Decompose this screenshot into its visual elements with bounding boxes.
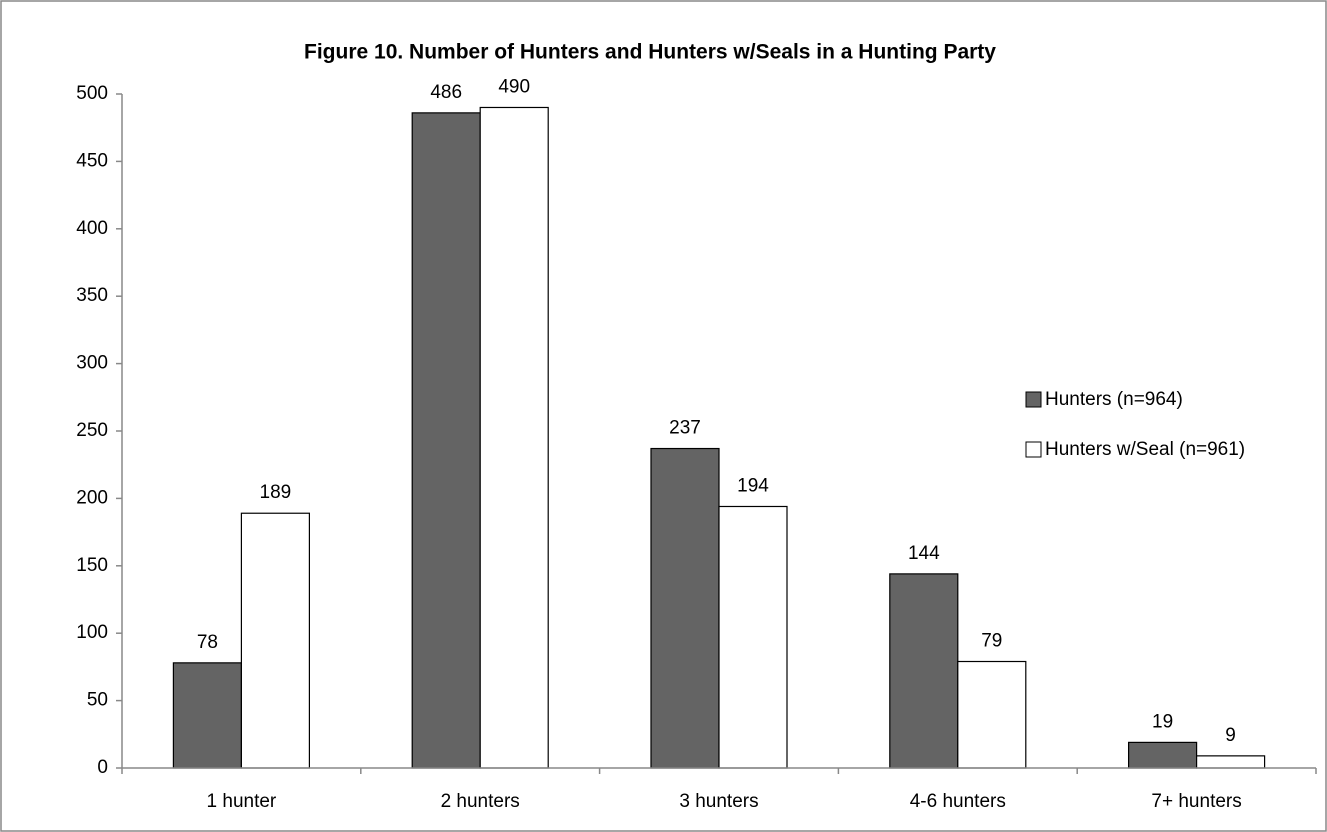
bar — [411, 112, 481, 769]
x-tick-label: 4-6 hunters — [910, 791, 1006, 812]
data-label: 194 — [737, 476, 769, 497]
y-tick-label: 300 — [76, 353, 108, 374]
y-tick-label: 350 — [76, 285, 108, 306]
bar — [172, 662, 242, 769]
y-tick-label: 150 — [76, 555, 108, 576]
bar — [957, 660, 1027, 769]
chart-title: Figure 10. Number of Hunters and Hunters… — [304, 41, 996, 64]
y-tick-label: 250 — [76, 420, 108, 441]
data-label: 486 — [430, 82, 462, 103]
y-tick-label: 50 — [87, 690, 108, 711]
data-label: 189 — [260, 482, 292, 503]
legend-label: Hunters (n=964) — [1045, 389, 1183, 410]
bar — [240, 512, 310, 769]
bar — [1195, 755, 1266, 769]
legend-swatch — [1025, 441, 1042, 458]
legend-swatch — [1025, 391, 1042, 408]
data-label: 144 — [908, 543, 940, 564]
data-label: 78 — [197, 632, 218, 653]
x-tick-label: 3 hunters — [679, 791, 758, 812]
bar — [718, 505, 788, 769]
x-tick-label: 2 hunters — [441, 791, 520, 812]
x-tick-label: 1 hunter — [207, 791, 277, 812]
y-tick-label: 450 — [76, 150, 108, 171]
y-tick-label: 400 — [76, 218, 108, 239]
data-label: 490 — [498, 76, 530, 97]
bar — [1127, 741, 1198, 769]
x-tick-label: 7+ hunters — [1151, 791, 1241, 812]
bar — [479, 106, 549, 769]
data-label: 79 — [981, 631, 1002, 652]
y-tick-label: 200 — [76, 487, 108, 508]
data-label: 237 — [669, 418, 701, 439]
bar — [650, 447, 720, 769]
legend-label: Hunters w/Seal (n=961) — [1045, 439, 1245, 460]
bar — [889, 573, 959, 769]
data-label: 9 — [1225, 725, 1236, 746]
y-tick-label: 100 — [76, 622, 108, 643]
y-tick-label: 0 — [97, 757, 108, 778]
y-tick-label: 500 — [76, 83, 108, 104]
data-label: 19 — [1152, 711, 1173, 732]
